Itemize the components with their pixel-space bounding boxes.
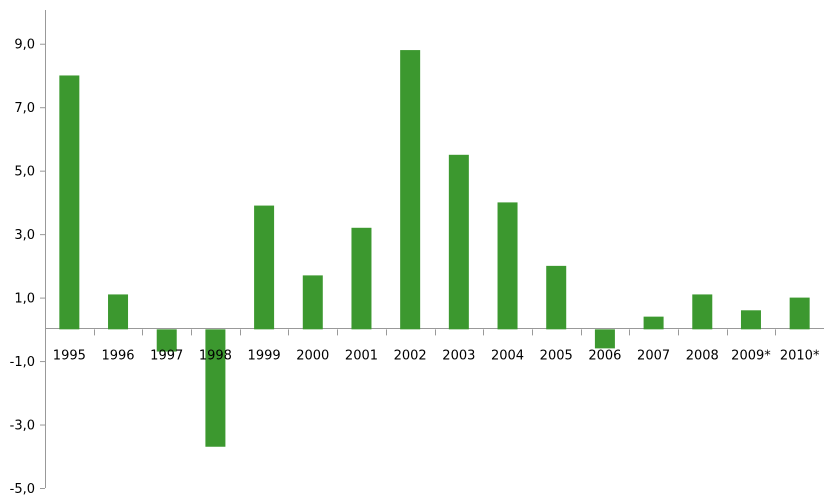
bar-1999 xyxy=(254,205,275,330)
x-tick-label: 1995 xyxy=(53,348,86,363)
bar-2005 xyxy=(546,265,567,330)
bar-2007 xyxy=(643,316,664,330)
x-tick-label: 2000 xyxy=(296,348,329,363)
y-tick-label: -5,0 xyxy=(10,482,35,495)
y-tick-label: -3,0 xyxy=(10,419,35,434)
x-tick-label: 2007 xyxy=(637,348,670,363)
bar-1995 xyxy=(59,75,80,330)
bar-1996 xyxy=(108,294,129,330)
x-tick-label: 2010* xyxy=(780,348,820,363)
x-tick-label: 2003 xyxy=(442,348,475,363)
x-tick-label: 2006 xyxy=(588,348,621,363)
x-tick-label: 2009* xyxy=(731,348,771,363)
bar-2003 xyxy=(448,154,469,330)
y-tick-label: -1,0 xyxy=(10,355,35,370)
bar-2002 xyxy=(400,50,421,330)
x-axis-ticks: 1995 1996 1997 1998 1999 2000 2001 2002 2003 2004… xyxy=(53,329,820,363)
bars xyxy=(59,50,810,447)
x-tick-label: 2008 xyxy=(686,348,719,363)
x-tick-label: 2001 xyxy=(345,348,378,363)
x-tick-label: 2005 xyxy=(540,348,573,363)
bar-2004 xyxy=(497,202,518,330)
y-axis-ticks: 9,0 7,0 5,0 3,0 1,0 -1,0 -3,0 -5,0 xyxy=(10,38,45,495)
bar-1997 xyxy=(156,329,177,352)
x-tick-label: 1998 xyxy=(199,348,232,363)
y-tick-label: 7,0 xyxy=(14,101,35,116)
x-tick-label: 1999 xyxy=(248,348,281,363)
x-tick-label: 2004 xyxy=(491,348,524,363)
y-tick-label: 9,0 xyxy=(14,38,35,53)
bar-1998 xyxy=(205,329,226,447)
y-tick-label: 1,0 xyxy=(14,292,35,307)
bar-2000 xyxy=(302,275,323,330)
bar-2006 xyxy=(594,329,615,349)
bar-2010 xyxy=(789,297,810,330)
x-tick-label: 1997 xyxy=(150,348,183,363)
y-tick-label: 5,0 xyxy=(14,165,35,180)
bar-2008 xyxy=(692,294,713,330)
y-tick-label: 3,0 xyxy=(14,228,35,243)
bar-2009 xyxy=(740,310,761,330)
x-tick-label: 2002 xyxy=(394,348,427,363)
bar-2001 xyxy=(351,227,372,330)
x-tick-label: 1996 xyxy=(101,348,134,363)
